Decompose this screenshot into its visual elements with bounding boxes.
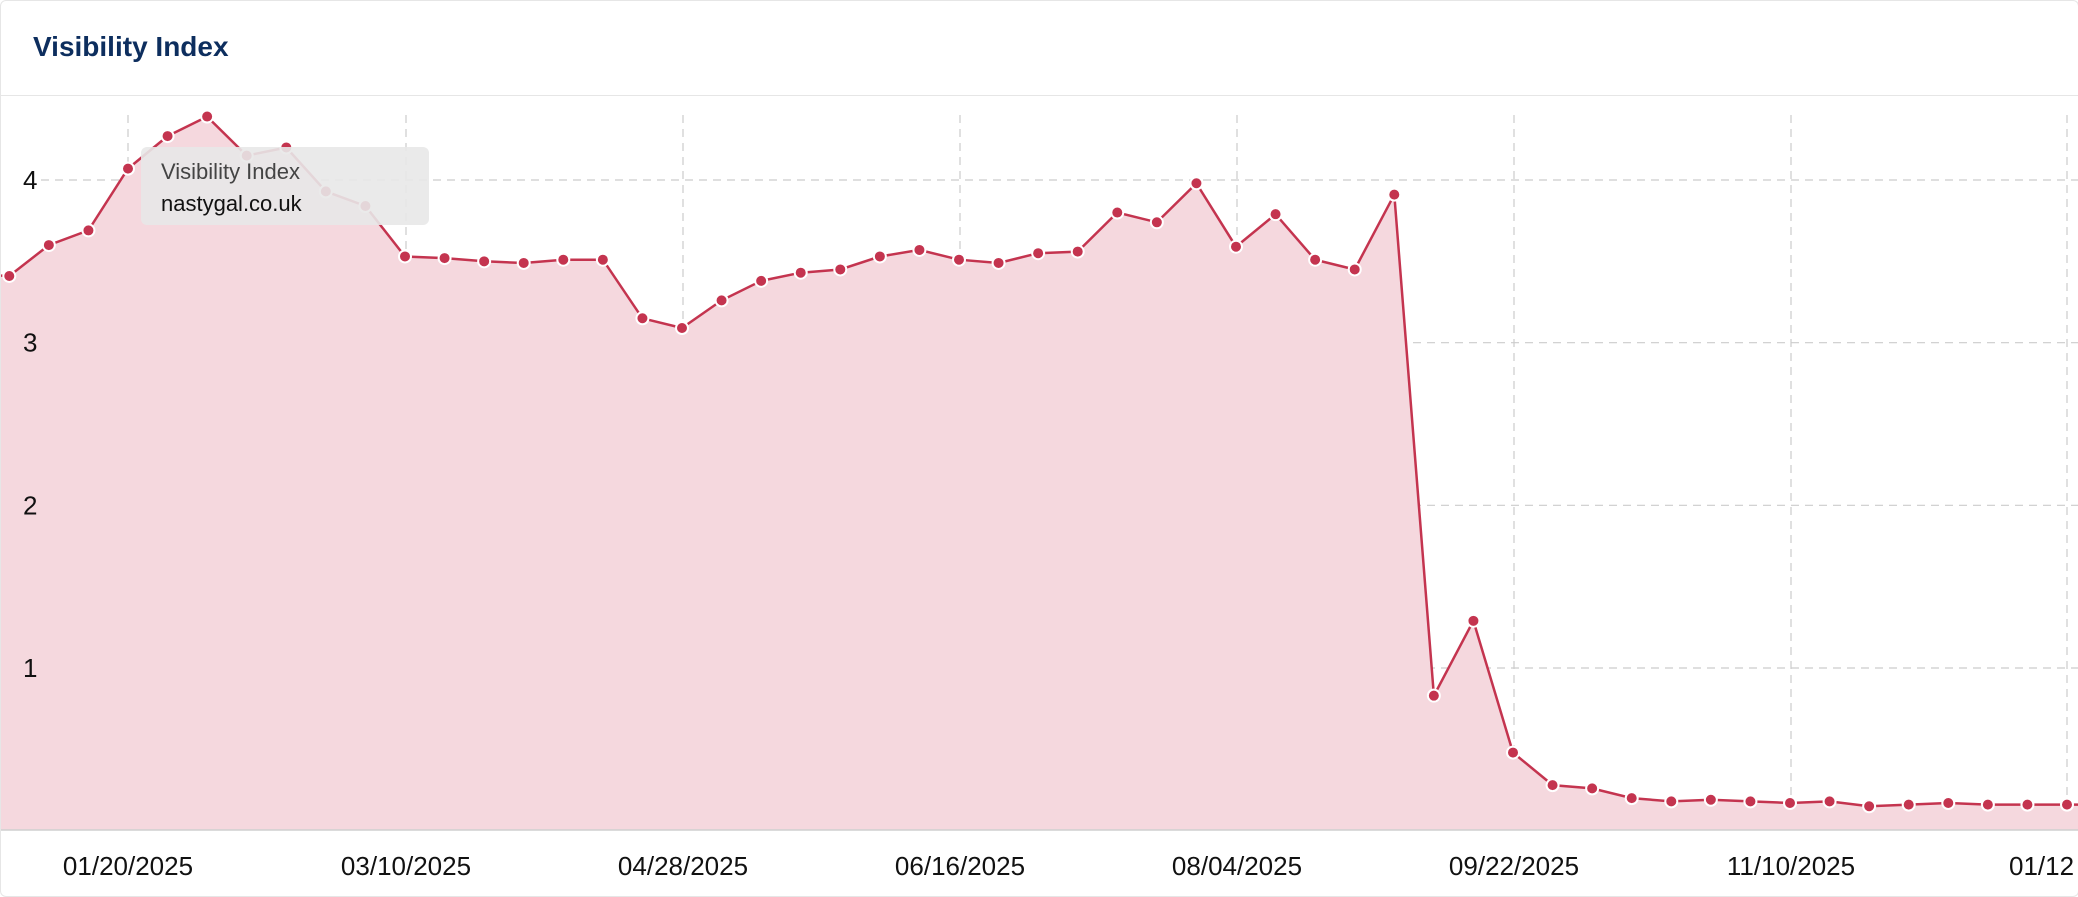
data-point[interactable] xyxy=(635,311,650,326)
data-point[interactable] xyxy=(595,252,610,267)
data-point[interactable] xyxy=(1387,187,1402,202)
data-point[interactable] xyxy=(1545,778,1560,793)
data-point[interactable] xyxy=(1347,262,1362,277)
data-point[interactable] xyxy=(754,273,769,288)
x-tick-label: 11/10/2025 xyxy=(1727,851,1855,881)
x-tick-label: 04/28/2025 xyxy=(618,851,748,881)
data-point[interactable] xyxy=(1664,794,1679,809)
y-tick-label: 3 xyxy=(23,328,37,358)
y-tick-label: 4 xyxy=(23,165,37,195)
data-point[interactable] xyxy=(1822,794,1837,809)
label-layer: 1 2 3 4 01/20/2025 03/10/2025 04/28/2025 06/16/… xyxy=(23,165,2074,881)
data-point[interactable] xyxy=(200,109,215,124)
data-point[interactable] xyxy=(991,255,1006,270)
data-point[interactable] xyxy=(675,321,689,336)
data-point[interactable] xyxy=(1110,205,1125,220)
data-point[interactable] xyxy=(2020,797,2035,812)
data-point[interactable] xyxy=(160,129,175,144)
data-point[interactable] xyxy=(1308,252,1323,267)
data-point[interactable] xyxy=(1229,239,1243,254)
x-tick-label: 03/10/2025 xyxy=(341,851,471,881)
data-point[interactable] xyxy=(398,249,412,264)
data-point[interactable] xyxy=(1941,796,1956,811)
data-point[interactable] xyxy=(437,251,452,266)
x-tick-label: 01/20/2025 xyxy=(63,851,193,881)
data-point[interactable] xyxy=(1585,781,1600,796)
data-point[interactable] xyxy=(872,249,887,264)
data-point[interactable] xyxy=(912,242,927,257)
y-tick-label: 1 xyxy=(23,653,37,683)
data-point[interactable] xyxy=(1743,794,1758,809)
data-point[interactable] xyxy=(1980,797,1995,812)
x-tick-label: 09/22/2025 xyxy=(1449,851,1579,881)
point-layer xyxy=(2,109,2074,814)
data-point[interactable] xyxy=(2,268,17,283)
data-point[interactable] xyxy=(556,252,571,267)
data-point[interactable] xyxy=(81,223,96,238)
data-point[interactable] xyxy=(1506,745,1520,760)
data-point[interactable] xyxy=(714,293,729,308)
chart-tooltip: Visibility Index nastygal.co.uk xyxy=(141,147,429,225)
data-point[interactable] xyxy=(1149,215,1164,230)
data-point[interactable] xyxy=(1624,791,1639,806)
data-point[interactable] xyxy=(793,265,808,280)
data-point[interactable] xyxy=(516,255,531,270)
data-point[interactable] xyxy=(121,161,135,176)
data-point[interactable] xyxy=(1426,688,1441,703)
data-point[interactable] xyxy=(41,238,56,253)
data-point[interactable] xyxy=(1703,792,1718,807)
x-tick-label: 06/16/2025 xyxy=(895,851,1025,881)
data-point[interactable] xyxy=(1783,796,1797,811)
data-point[interactable] xyxy=(952,252,966,267)
data-point[interactable] xyxy=(1031,246,1046,261)
x-tick-label: 08/04/2025 xyxy=(1172,851,1302,881)
x-tick-label: 01/12 xyxy=(2009,851,2074,881)
card-title: Visibility Index xyxy=(33,31,229,62)
data-point[interactable] xyxy=(1901,797,1916,812)
area-fill xyxy=(1,116,2078,830)
y-tick-label: 2 xyxy=(23,490,37,520)
data-point[interactable] xyxy=(1862,799,1877,814)
data-point[interactable] xyxy=(1466,613,1481,628)
card-header: Visibility Index xyxy=(1,1,2078,96)
data-point[interactable] xyxy=(1070,244,1085,259)
data-point[interactable] xyxy=(1268,207,1283,222)
data-point[interactable] xyxy=(477,254,492,269)
data-point[interactable] xyxy=(833,262,848,277)
tooltip-series-label: Visibility Index xyxy=(161,159,300,184)
data-point[interactable] xyxy=(1189,176,1204,191)
tooltip-domain: nastygal.co.uk xyxy=(161,191,302,216)
data-point[interactable] xyxy=(2060,797,2074,812)
